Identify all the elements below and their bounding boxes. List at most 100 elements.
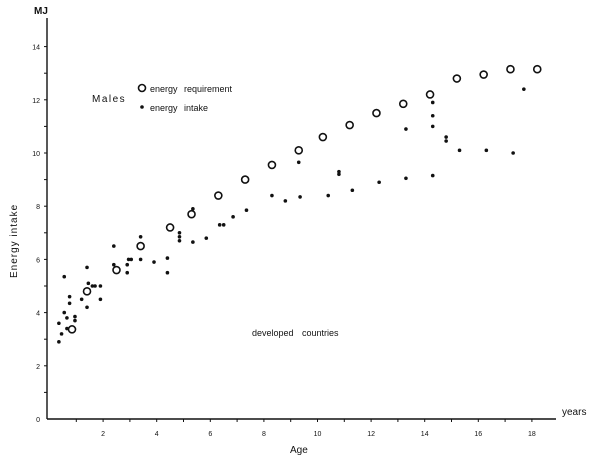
y-axis-label: Energy intake [9,204,20,278]
legend-marker-requirement [137,83,147,93]
intake-point [296,160,301,165]
requirement-point [82,287,92,296]
requirement-point [506,64,515,74]
intake-point [404,127,408,131]
intake-point [231,215,235,219]
legend-marker-intake [140,105,144,109]
requirement-point [398,99,408,109]
requirement-point [214,191,223,200]
intake-point [126,257,131,262]
legend-label-intake: energy intake [150,103,208,113]
intake-point [86,281,91,286]
requirement-point [136,241,145,251]
intake-point [217,223,222,227]
x-tick-label: 2 [101,431,105,438]
intake-point [62,274,67,279]
y-tick-label: 0 [36,417,40,424]
intake-point [191,240,195,244]
intake-point [90,284,95,288]
requirement-point [112,265,121,275]
x-unit-label: years [562,407,586,418]
intake-point [511,151,515,155]
requirement-point [165,223,175,232]
y-unit-label: MJ [34,6,48,17]
axes: 2 4 6 8 10 12 14 16 18 0 2 4 6 8 10 12 14 [32,18,556,438]
annotation: developed countries [252,328,339,338]
intake-point [85,305,89,310]
intake-point [270,193,274,198]
intake-point [85,265,89,270]
requirement-point [240,175,250,184]
intake-point [430,173,435,178]
intake-point [65,326,69,331]
y-tick-label: 4 [36,311,40,318]
intake-point [191,207,195,211]
requirement-point [67,325,77,334]
intake-point [326,193,331,198]
intake-point [337,169,341,174]
intake-point [62,310,67,315]
requirement-point [425,90,435,99]
intake-point [129,257,134,262]
x-tick-label: 8 [262,431,266,438]
intake-point [138,234,143,239]
legend-label-requirement: energy requirement [150,84,233,94]
intake-point [444,135,448,139]
requirement-point [318,132,328,142]
x-tick-label: 12 [367,431,375,438]
y-tick-label: 12 [32,98,40,105]
intake-point [112,262,116,267]
intake-point [57,321,61,326]
intake-point [112,244,116,248]
intake-point [57,340,61,344]
x-tick-label: 16 [474,431,482,438]
requirement-point [267,160,277,170]
x-tick-label: 6 [208,431,212,438]
requirement-point [294,146,304,155]
requirement-point [345,120,354,130]
x-tick-label: 18 [528,431,536,438]
requirement-point [532,64,542,74]
requirement-point [372,108,381,118]
y-tick-label: 6 [36,257,40,264]
y-tick-label: 8 [36,204,40,211]
intake-point [79,297,84,302]
intake-point [522,87,526,91]
y-tick-label: 14 [32,45,40,52]
intake-point [125,270,130,275]
x-axis-label: Age [290,445,308,456]
intake-point [93,284,97,288]
x-tick-label: 10 [314,431,322,438]
intake-point [165,256,170,260]
y-tick-label: 10 [32,151,40,158]
intake-point [98,284,103,288]
requirement-point [187,209,196,219]
intake-point [221,223,226,227]
intake-point [484,148,489,153]
intake-point [404,176,408,181]
intake-point [73,318,77,323]
intake-point [177,234,182,239]
x-tick-label: 14 [421,431,429,438]
x-tick-label: 4 [155,431,159,438]
intake-point [125,262,130,267]
intake-point [152,260,156,264]
intake-point [98,297,103,302]
intake-point [430,100,435,105]
intake-point [377,180,381,185]
intake-point [165,270,170,275]
intake-point [73,314,77,319]
intake-point [67,294,72,299]
intake-point [67,301,72,306]
requirement-point [479,70,488,79]
intake-point [177,231,182,235]
intake-point [177,238,182,243]
intake-point [430,113,435,118]
y-tick-label: 2 [36,364,40,371]
intake-point [457,148,462,153]
intake-point [65,316,69,320]
intake-point [430,124,435,129]
requirement-point [452,74,462,83]
intake-point [138,257,143,262]
